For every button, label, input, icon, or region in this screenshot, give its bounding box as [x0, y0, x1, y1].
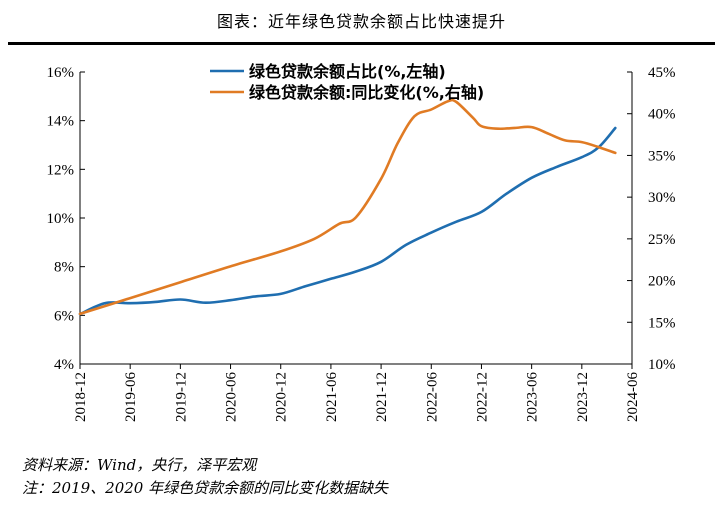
- title-divider: [8, 42, 715, 45]
- left-tick-label: 4%: [54, 357, 74, 373]
- axes: 4% 6% 8% 10% 12% 14% 16% 10% 15% 20% 25% 30% 35% 40% 4…: [47, 65, 676, 422]
- right-tick-label: 10%: [648, 357, 676, 373]
- series-line-2: [78, 98, 617, 316]
- left-tick-label: 14%: [47, 114, 75, 130]
- source-note: 资料来源：Wind，央行，泽平宏观: [22, 456, 257, 474]
- series-layer: [78, 98, 617, 316]
- x-tick-label: 2023-06: [525, 372, 541, 422]
- x-tick-label: 2018-12: [73, 372, 89, 422]
- line-chart: 4% 6% 8% 10% 12% 14% 16% 10% 15% 20% 25% 30% 35% 40% 4…: [47, 62, 676, 422]
- legend-label-1: 绿色贷款余额占比(%,左轴): [249, 62, 446, 81]
- right-tick-label: 25%: [648, 232, 676, 248]
- left-tick-label: 8%: [54, 260, 74, 276]
- x-tick-label: 2022-06: [424, 372, 440, 422]
- source-notes: 资料来源：Wind，央行，泽平宏观 注：2019、2020 年绿色贷款余额的同比…: [22, 454, 388, 500]
- right-tick-label: 40%: [648, 107, 676, 123]
- x-tick-label: 2021-12: [374, 372, 390, 422]
- x-tick-label: 2019-12: [173, 372, 189, 422]
- right-tick-label: 15%: [648, 315, 676, 331]
- footnote: 注：2019、2020 年绿色贷款余额的同比变化数据缺失: [22, 479, 389, 497]
- x-tick-label: 2024-06: [625, 372, 641, 422]
- right-tick-label: 45%: [648, 65, 676, 81]
- left-tick-label: 16%: [47, 65, 75, 81]
- x-tick-label: 2020-06: [224, 372, 240, 422]
- right-tick-label: 30%: [648, 190, 676, 206]
- left-tick-label: 10%: [47, 211, 75, 227]
- left-tick-label: 6%: [54, 308, 74, 324]
- x-tick-label: 2022-12: [474, 372, 490, 422]
- right-tick-label: 20%: [648, 274, 676, 290]
- series-line-1: [78, 126, 617, 316]
- x-tick-label: 2021-06: [324, 372, 340, 422]
- right-tick-label: 35%: [648, 148, 676, 164]
- chart-title: 图表：近年绿色贷款余额占比快速提升: [216, 12, 506, 31]
- x-tick-label: 2020-12: [274, 372, 290, 422]
- legend: 绿色贷款余额占比(%,左轴) 绿色贷款余额:同比变化(%,右轴): [210, 62, 484, 102]
- x-tick-label: 2019-06: [123, 372, 139, 422]
- x-tick-label: 2023-12: [575, 372, 591, 422]
- left-tick-label: 12%: [47, 162, 75, 178]
- legend-label-2: 绿色贷款余额:同比变化(%,右轴): [249, 83, 484, 102]
